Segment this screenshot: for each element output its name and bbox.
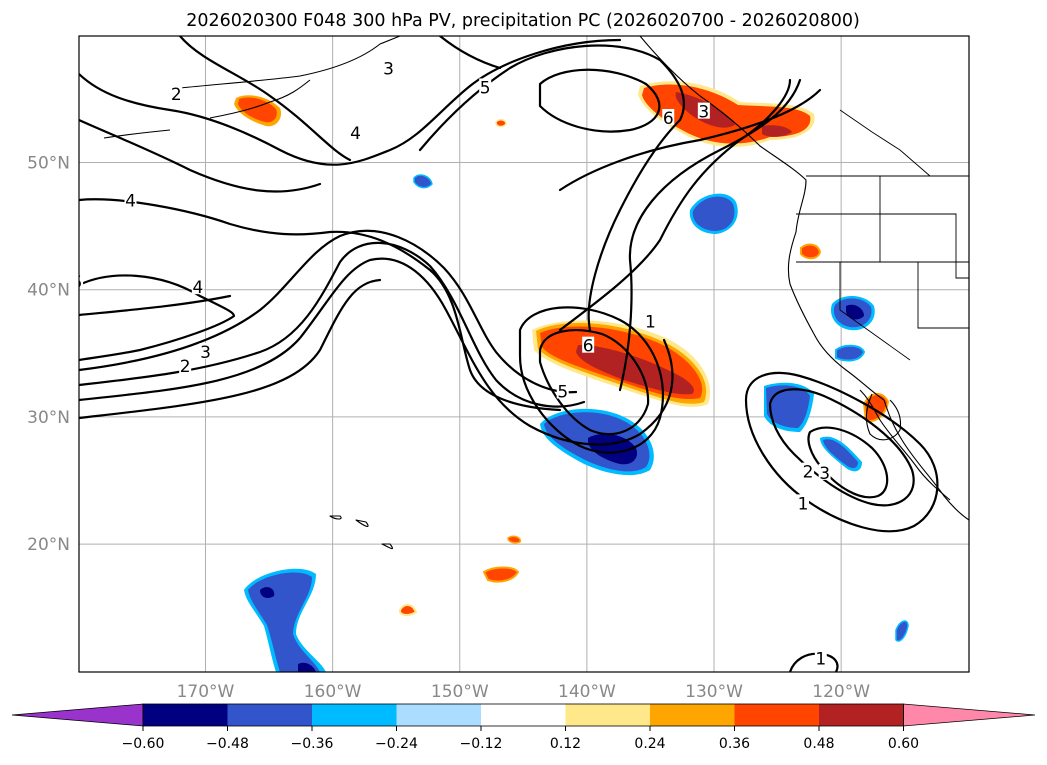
coastlines bbox=[103, 36, 969, 550]
precip-negative-sierra bbox=[830, 295, 875, 362]
state-borders bbox=[796, 109, 969, 361]
contour-label: 5 bbox=[557, 382, 568, 402]
contour-label-bg bbox=[349, 124, 362, 141]
contour-label: 3 bbox=[698, 103, 709, 123]
precip-positive-small-5 bbox=[495, 119, 507, 128]
contour-label: 3 bbox=[383, 59, 394, 79]
precip-negative-tropical-west bbox=[244, 568, 326, 672]
contour-label: 6 bbox=[663, 109, 674, 129]
contour-label-bg bbox=[644, 312, 657, 329]
colorbar-bin-6 bbox=[650, 704, 735, 726]
contour-label-bg bbox=[556, 382, 569, 399]
colorbar-frame bbox=[142, 703, 904, 727]
contour-label: 5 bbox=[480, 78, 491, 98]
colorbar-bin-7 bbox=[734, 704, 820, 726]
contour-label-bg bbox=[662, 108, 675, 125]
lon-tick-label: 140°W bbox=[558, 682, 616, 702]
colorbar-bin-5 bbox=[565, 704, 651, 726]
colorbar-under-extension bbox=[11, 703, 144, 727]
colorbar-bin-3 bbox=[396, 704, 482, 726]
contour-label: 3 bbox=[200, 343, 211, 363]
contour-label-bg bbox=[582, 336, 595, 353]
contour-label: 4 bbox=[350, 124, 361, 144]
contour-label-bg bbox=[191, 278, 204, 295]
contour-label-bg bbox=[479, 78, 492, 95]
lon-tick-label: 160°W bbox=[304, 682, 362, 702]
contour-label: 2 bbox=[803, 463, 814, 483]
contour-label-bg bbox=[79, 273, 84, 290]
contour-label-bg bbox=[802, 462, 815, 479]
contour-label: 3 bbox=[819, 464, 830, 484]
contour-label: 2 bbox=[180, 357, 191, 377]
precip-negative-oregon-offshore bbox=[689, 193, 738, 234]
lon-tick-label: 130°W bbox=[685, 682, 743, 702]
colorbar-tick-label: 0.48 bbox=[803, 736, 834, 752]
lon-tick-label: 170°W bbox=[177, 682, 235, 702]
precip-positive-small-3 bbox=[482, 566, 520, 583]
chart-title: 2026020300 F048 300 hPa PV, precipitatio… bbox=[186, 11, 860, 31]
latitude-axis: 50°N 40°N 30°N 20°N bbox=[27, 154, 70, 556]
colorbar-bin-8 bbox=[819, 704, 904, 726]
map-frame bbox=[78, 35, 970, 673]
colorbar-bin-1 bbox=[227, 704, 313, 726]
colorbar: −0.60 −0.48 −0.36 −0.24 −0.12 0.12 0.24 0.36 0.4… bbox=[11, 703, 1036, 752]
lat-tick-label: 50°N bbox=[27, 154, 70, 174]
contour-label: 5 bbox=[72, 273, 83, 293]
colorbar-tick-label: 0.36 bbox=[719, 736, 750, 752]
colorbar-tick-label: −0.60 bbox=[122, 736, 165, 752]
colorbar-tick-label: 0.60 bbox=[888, 736, 919, 752]
colorbar-tick-label: −0.12 bbox=[460, 736, 503, 752]
colorbar-bin-2 bbox=[312, 704, 397, 726]
precip-negative-small-2 bbox=[895, 620, 909, 642]
colorbar-over-extension bbox=[903, 703, 1036, 727]
contour-label-bg bbox=[199, 343, 212, 360]
precip-negative-subtropical bbox=[540, 408, 654, 476]
colorbar-tick-label: −0.48 bbox=[206, 736, 249, 752]
contour-label: 6 bbox=[583, 337, 594, 357]
colorbar-bin-4 bbox=[481, 704, 566, 726]
lon-tick-label: 120°W bbox=[812, 682, 870, 702]
longitude-axis: 170°W 160°W 150°W 140°W 130°W 120°W bbox=[177, 682, 871, 702]
precip-positive-small-1 bbox=[800, 243, 822, 260]
precip-negative-small-1 bbox=[413, 174, 433, 189]
contour-label-bg bbox=[818, 463, 831, 480]
colorbar-tick-label: 0.24 bbox=[634, 736, 665, 752]
lon-tick-label: 150°W bbox=[431, 682, 489, 702]
contour-label: 1 bbox=[815, 650, 826, 670]
colorbar-tick-label: −0.24 bbox=[375, 736, 418, 752]
precip-positive-small-4 bbox=[399, 604, 418, 616]
contour-label-bg bbox=[382, 59, 395, 76]
lat-tick-label: 30°N bbox=[27, 408, 70, 428]
colorbar-bin-0 bbox=[143, 704, 228, 726]
contour-label-bg bbox=[814, 649, 827, 666]
lat-tick-label: 20°N bbox=[27, 535, 70, 555]
colorbar-tick-label: 0.12 bbox=[550, 736, 581, 752]
contour-label: 1 bbox=[645, 313, 656, 333]
contour-label-bg bbox=[124, 191, 137, 208]
contour-label: 2 bbox=[171, 85, 182, 105]
contour-label: 1 bbox=[798, 494, 809, 514]
contour-label-bg bbox=[797, 494, 810, 511]
contour-label-bg bbox=[179, 357, 192, 374]
contour-label-bg bbox=[170, 84, 183, 101]
precip-positive-small-6 bbox=[507, 535, 522, 544]
contour-label: 4 bbox=[192, 278, 203, 298]
colorbar-tick-label: −0.36 bbox=[291, 736, 334, 752]
lat-tick-label: 40°N bbox=[27, 281, 70, 301]
contour-label-bg bbox=[697, 102, 710, 119]
contour-label: 4 bbox=[125, 192, 136, 212]
pv-contours bbox=[79, 36, 939, 672]
